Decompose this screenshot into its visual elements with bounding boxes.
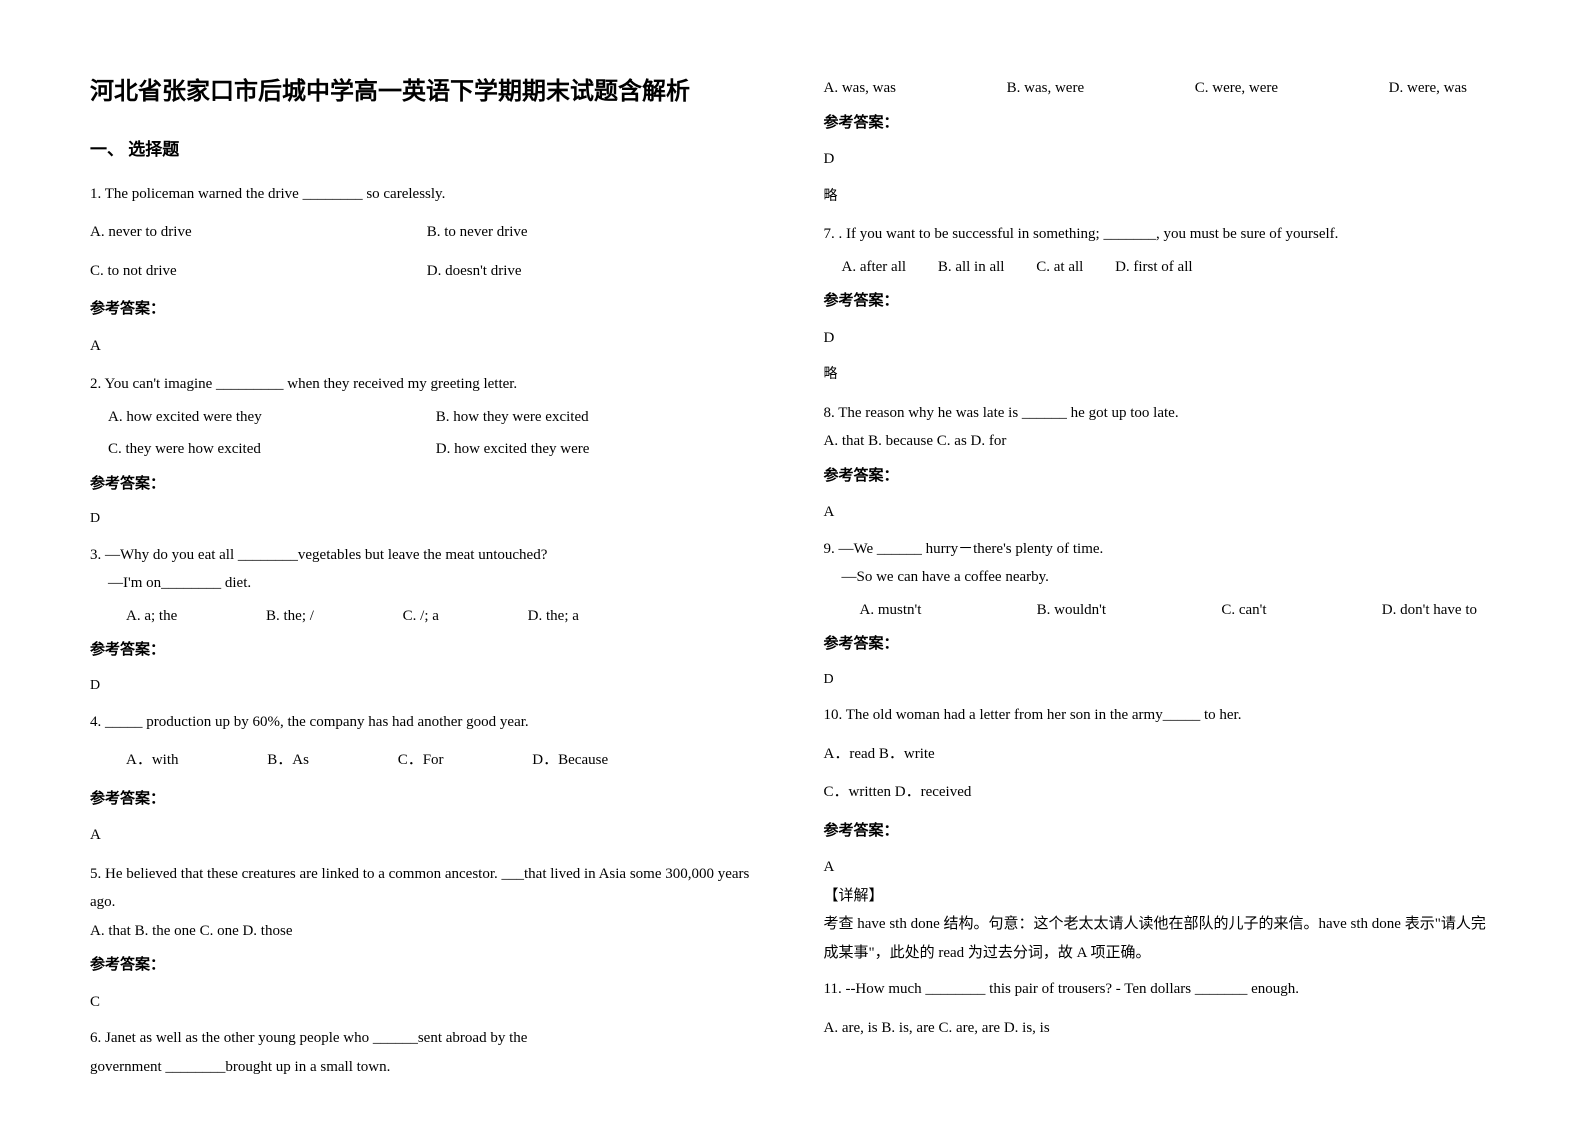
q2-stem: 2. You can't imagine _________ when they… bbox=[90, 370, 764, 399]
q10-detail: 考查 have sth done 结构。句意：这个老太太请人读他在部队的儿子的来… bbox=[824, 910, 1498, 967]
q10-stem: 10. The old woman had a letter from her … bbox=[824, 701, 1498, 730]
q5-answer-label: 参考答案： bbox=[90, 951, 764, 980]
q3-opt-a: A. a; the bbox=[126, 602, 177, 631]
q4-opt-a: A．with bbox=[126, 746, 179, 775]
q8-stem: 8. The reason why he was late is ______ … bbox=[824, 399, 1498, 428]
q6-stem1: 6. Janet as well as the other young peop… bbox=[90, 1024, 764, 1053]
q4-answer-label: 参考答案： bbox=[90, 785, 764, 814]
q7-opt-a: A. after all bbox=[842, 253, 907, 282]
q10-detail-label: 【详解】 bbox=[824, 882, 1498, 911]
question-1: 1. The policeman warned the drive ______… bbox=[90, 180, 764, 361]
q9-opt-c: C. can't bbox=[1221, 596, 1266, 625]
question-6-stem: 6. Janet as well as the other young peop… bbox=[90, 1024, 764, 1081]
q1-stem: 1. The policeman warned the drive ______… bbox=[90, 180, 764, 209]
q9-stem1: 9. —We ______ hurry－there's plenty of ti… bbox=[824, 535, 1498, 564]
q5-stem: 5. He believed that these creatures are … bbox=[90, 860, 764, 917]
q6-opt-c: C. were, were bbox=[1195, 74, 1278, 103]
q9-opt-d: D. don't have to bbox=[1382, 596, 1477, 625]
q8-options: A. that B. because C. as D. for bbox=[824, 427, 1498, 456]
q2-opt-d: D. how excited they were bbox=[436, 435, 764, 464]
q8-answer: A bbox=[824, 498, 1498, 527]
question-4: 4. _____ production up by 60%, the compa… bbox=[90, 708, 764, 850]
q5-answer: C bbox=[90, 988, 764, 1017]
q9-answer-label: 参考答案： bbox=[824, 630, 1498, 659]
q4-opt-d: D．Because bbox=[532, 746, 608, 775]
document-title: 河北省张家口市后城中学高一英语下学期期末试题含解析 bbox=[90, 70, 764, 116]
left-column: 河北省张家口市后城中学高一英语下学期期末试题含解析 一、 选择题 1. The … bbox=[90, 70, 794, 1082]
question-3: 3. —Why do you eat all ________vegetable… bbox=[90, 541, 764, 700]
q4-opt-c: C．For bbox=[398, 746, 444, 775]
q3-opt-c: C. /; a bbox=[403, 602, 439, 631]
right-column: A. was, was B. was, were C. were, were D… bbox=[794, 70, 1498, 1082]
q6-note: 略 bbox=[824, 184, 1498, 211]
q6-answer: D bbox=[824, 145, 1498, 174]
q9-stem2: —So we can have a coffee nearby. bbox=[824, 563, 1498, 592]
question-8: 8. The reason why he was late is ______ … bbox=[824, 399, 1498, 527]
question-9: 9. —We ______ hurry－there's plenty of ti… bbox=[824, 535, 1498, 694]
q3-stem2: —I'm on________ diet. bbox=[90, 569, 764, 598]
q1-answer-label: 参考答案： bbox=[90, 295, 764, 324]
q10-options-1: A．read B．write bbox=[824, 740, 1498, 769]
question-10: 10. The old woman had a letter from her … bbox=[824, 701, 1498, 967]
exam-page: 河北省张家口市后城中学高一英语下学期期末试题含解析 一、 选择题 1. The … bbox=[0, 0, 1587, 1122]
q7-note: 略 bbox=[824, 362, 1498, 389]
q6-opt-b: B. was, were bbox=[1007, 74, 1084, 103]
q6-opt-d: D. were, was bbox=[1389, 74, 1467, 103]
q3-opt-d: D. the; a bbox=[528, 602, 579, 631]
q9-opt-b: B. wouldn't bbox=[1037, 596, 1106, 625]
q6-stem2: government ________brought up in a small… bbox=[90, 1053, 764, 1082]
q3-options: A. a; the B. the; / C. /; a D. the; a bbox=[90, 602, 764, 631]
q7-opt-b: B. all in all bbox=[938, 253, 1005, 282]
q1-options: A. never to drive B. to never drive bbox=[90, 218, 764, 247]
q2-opt-a: A. how excited were they bbox=[108, 403, 436, 432]
q2-opt-c: C. they were how excited bbox=[108, 435, 436, 464]
q10-answer: A bbox=[824, 853, 1498, 882]
question-2: 2. You can't imagine _________ when they… bbox=[90, 370, 764, 533]
q10-options-2: C．written D．received bbox=[824, 778, 1498, 807]
q4-answer: A bbox=[90, 821, 764, 850]
q7-stem: 7. . If you want to be successful in som… bbox=[824, 220, 1498, 249]
q9-answer: D bbox=[824, 667, 1498, 694]
question-5: 5. He believed that these creatures are … bbox=[90, 860, 764, 1017]
q8-answer-label: 参考答案： bbox=[824, 462, 1498, 491]
q4-opt-b: B．As bbox=[267, 746, 309, 775]
q1-answer: A bbox=[90, 332, 764, 361]
q7-opt-c: C. at all bbox=[1036, 253, 1083, 282]
q1-opt-d: D. doesn't drive bbox=[427, 257, 764, 286]
q3-stem1: 3. —Why do you eat all ________vegetable… bbox=[90, 541, 764, 570]
q2-options-1: A. how excited were they B. how they wer… bbox=[90, 403, 764, 432]
q7-answer: D bbox=[824, 324, 1498, 353]
q1-opt-a: A. never to drive bbox=[90, 218, 427, 247]
q1-opt-c: C. to not drive bbox=[90, 257, 427, 286]
q11-options: A. are, is B. is, are C. are, are D. is,… bbox=[824, 1014, 1498, 1043]
q3-answer-label: 参考答案： bbox=[90, 636, 764, 665]
q7-answer-label: 参考答案： bbox=[824, 287, 1498, 316]
q7-options: A. after all B. all in all C. at all D. … bbox=[824, 253, 1498, 282]
q1-opt-b: B. to never drive bbox=[427, 218, 764, 247]
q6-answer-label: 参考答案： bbox=[824, 109, 1498, 138]
q2-answer-label: 参考答案： bbox=[90, 470, 764, 499]
q1-options-2: C. to not drive D. doesn't drive bbox=[90, 257, 764, 286]
q10-answer-label: 参考答案： bbox=[824, 817, 1498, 846]
q5-options: A. that B. the one C. one D. those bbox=[90, 917, 764, 946]
q2-options-2: C. they were how excited D. how excited … bbox=[90, 435, 764, 464]
question-7: 7. . If you want to be successful in som… bbox=[824, 220, 1498, 389]
q6-opt-a: A. was, was bbox=[824, 74, 897, 103]
q2-opt-b: B. how they were excited bbox=[436, 403, 764, 432]
q3-opt-b: B. the; / bbox=[266, 602, 314, 631]
q11-stem: 11. --How much ________ this pair of tro… bbox=[824, 975, 1498, 1004]
section-title: 一、 选择题 bbox=[90, 134, 764, 166]
q3-answer: D bbox=[90, 673, 764, 700]
q4-stem: 4. _____ production up by 60%, the compa… bbox=[90, 708, 764, 737]
question-11: 11. --How much ________ this pair of tro… bbox=[824, 975, 1498, 1042]
q2-answer: D bbox=[90, 506, 764, 533]
q7-opt-d: D. first of all bbox=[1115, 253, 1192, 282]
q9-opt-a: A. mustn't bbox=[860, 596, 922, 625]
q4-options: A．with B．As C．For D．Because bbox=[90, 746, 764, 775]
q9-options: A. mustn't B. wouldn't C. can't D. don't… bbox=[824, 596, 1498, 625]
q6-options: A. was, was B. was, were C. were, were D… bbox=[824, 74, 1498, 103]
